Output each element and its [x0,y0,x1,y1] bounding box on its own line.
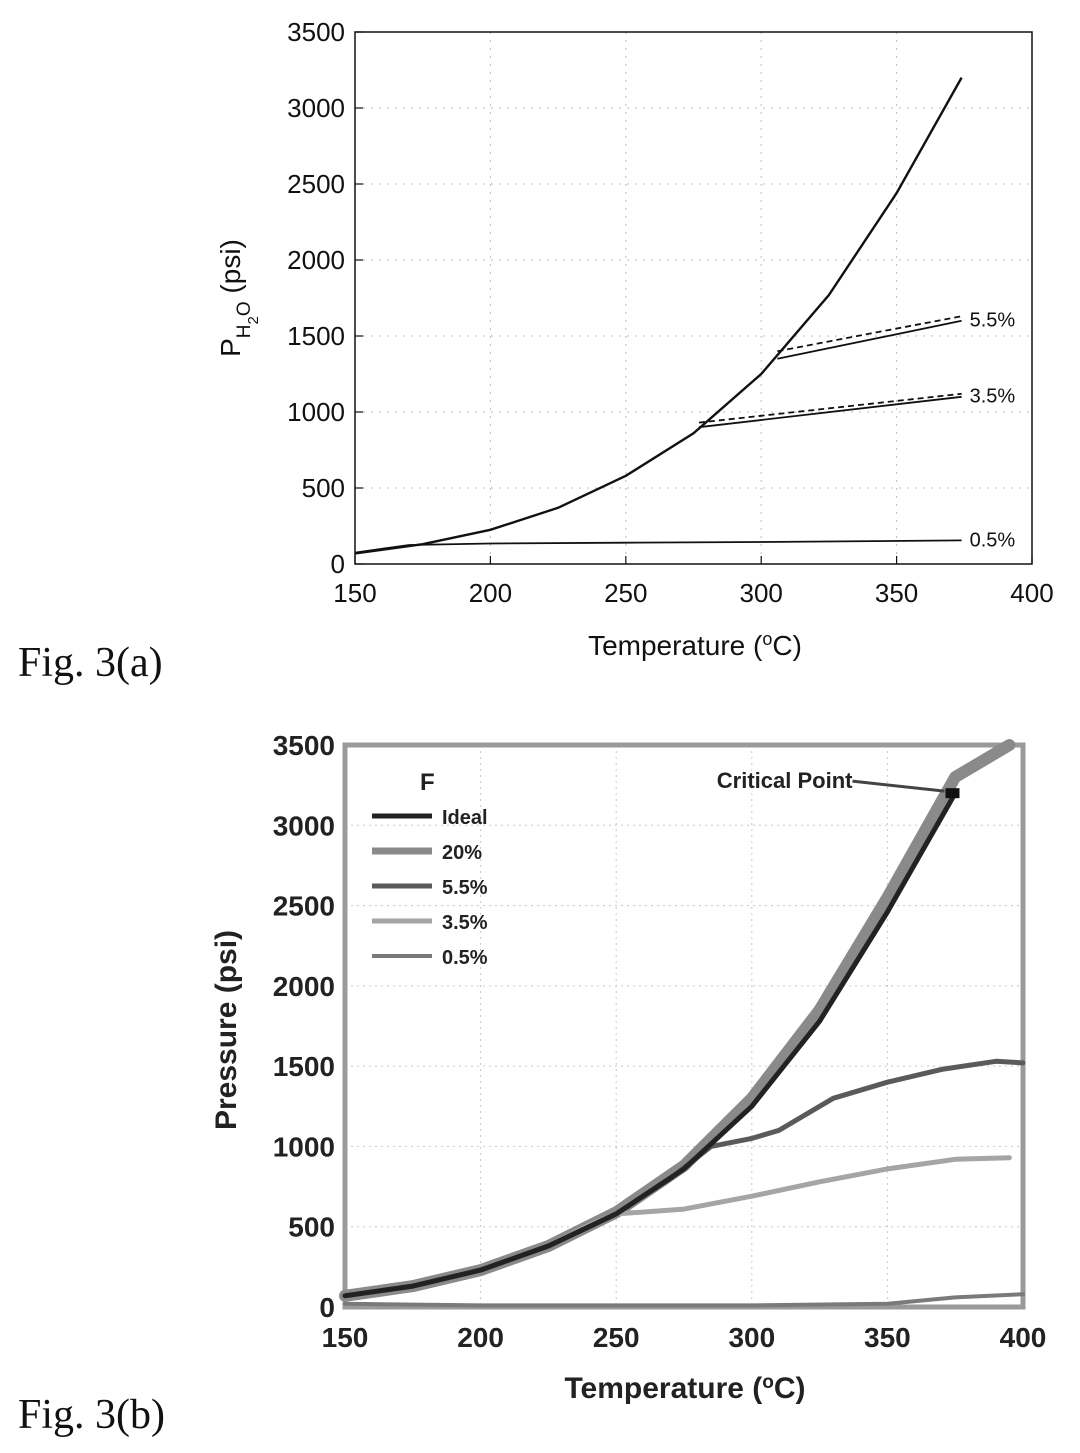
chart-b-x-tick-label: 200 [457,1322,504,1353]
chart-a-ticks: 150 200 250 300 350 400 0 500 1000 1500 2000 2500 30… [287,17,1054,608]
chart-b-y-tick-label: 2000 [273,971,335,1002]
chart-b-x-axis-label: Temperature (oC) [564,1372,805,1406]
chart-b-y-tick-label: 3000 [273,810,335,841]
chart-a-x-tick-label: 300 [740,578,783,608]
chart-b-critical-point-marker [945,788,960,799]
chart-b-y-axis-label: Pressure (psi) [210,930,243,1130]
chart-a-x-axis-label: Temperature (oC) [588,629,802,661]
chart-a-x-tick-label: 350 [875,578,918,608]
chart-b-y-tick-label: 3500 [273,730,335,761]
chart-b-series-line [342,790,958,1299]
chart-a-series-line [777,319,962,360]
chart-b-x-tick-label: 400 [1000,1322,1047,1353]
chart-a-series-line [354,77,963,555]
chart-a-y-tick-label: 3000 [287,93,345,123]
chart-a-series-annotation: 3.5% [970,385,1016,407]
chart-a-y-tick-label: 1500 [287,321,345,351]
chart-a-series-annotation: 5.5% [970,309,1016,331]
figure-b-caption: Fig. 3(b) [18,1392,165,1438]
chart-b-legend-label: 20% [442,842,482,864]
chart-a-y-tick-label: 2500 [287,169,345,199]
chart-b-x-tick-label: 300 [728,1322,775,1353]
chart-b-y-tick-label: 2500 [273,891,335,922]
chart-a-x-tick-label: 150 [333,578,376,608]
chart-a-gridlines [355,32,1032,564]
chart-b-y-tick-label: 500 [288,1212,335,1243]
chart-b-critical-point-label: Critical Point [717,768,853,793]
chart-a-y-tick-label: 3500 [287,17,345,47]
chart-b-legend-label: 5.5% [442,877,488,899]
chart-a-y-tick-label: 1000 [287,397,345,427]
chart-a-y-axis-label: PH2O (psi) [215,239,262,357]
chart-b-legend: F Ideal 20% 5.5% 3.5% 0.5% [372,769,488,969]
chart-b-x-tick-label: 350 [864,1322,911,1353]
chart-b-y-tick-label: 1000 [273,1131,335,1162]
figure-a-caption: Fig. 3(a) [18,640,163,686]
chart-b-ticks: 150 200 250 300 350 400 0 500 1000 1500 2000 2500 30… [273,730,1047,1353]
chart-a-x-tick-label: 400 [1010,578,1053,608]
chart-b-critical-point-arrow [852,779,945,793]
chart-b-series-line [342,1058,1026,1299]
chart-b-critical-point: Critical Point [717,768,960,799]
chart-a-series-dashed-line [698,392,962,424]
chart-b-y-tick-label: 0 [319,1292,335,1323]
chart-a-plot-frame [354,31,1033,565]
chart-b-x-tick-label: 250 [593,1322,640,1353]
chart-a-y-tick-label: 2000 [287,245,345,275]
chart-a: 150 200 250 300 350 400 0 500 1000 1500 2000 2500 30… [18,17,1054,686]
chart-b-legend-title: F [420,769,435,796]
chart-a-x-tick-label: 200 [469,578,512,608]
chart-b-series-line [343,1292,1025,1308]
chart-a-series [354,77,963,555]
chart-a-series-dashed-line [777,315,962,353]
chart-b-legend-label: 3.5% [442,912,488,934]
chart-a-series-line [354,539,962,554]
chart-b-x-tick-label: 150 [322,1322,369,1353]
chart-a-y-tick-label: 0 [331,549,345,579]
chart-a-series-line [698,395,962,429]
chart-b-y-tick-label: 1500 [273,1051,335,1082]
chart-b-series [339,739,1026,1308]
chart-a-x-tick-label: 250 [604,578,647,608]
chart-b: 150 200 250 300 350 400 0 500 1000 1500 2000 2500 30… [18,730,1046,1438]
chart-b-legend-label: Ideal [442,807,488,829]
chart-a-annotations: 5.5% 3.5% 0.5% [970,309,1016,551]
chart-a-series-annotation: 0.5% [970,530,1016,552]
chart-b-legend-label: 0.5% [442,947,488,969]
chart-a-y-tick-label: 500 [302,473,345,503]
